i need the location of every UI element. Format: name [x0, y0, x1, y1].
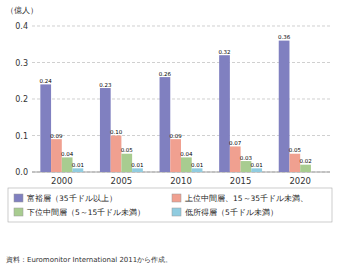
legend: 富裕層（35千ドル以上） 上位中間層、15～35千ドル未満、下位中間層（5～15千…	[8, 188, 332, 222]
bar	[192, 168, 203, 172]
bar	[251, 168, 262, 172]
data-label: 0.01	[191, 162, 203, 168]
legend-label: 低所得層（5千ドル未満）	[185, 208, 278, 217]
bar	[40, 84, 51, 172]
legend-frame	[8, 188, 332, 222]
x-tick-label: 2000	[51, 176, 73, 186]
data-label: 0.23	[99, 82, 112, 88]
data-label: 0.05	[121, 147, 134, 153]
x-tick-label: 2015	[230, 176, 252, 186]
bar	[111, 136, 122, 173]
data-label: 0.07	[229, 140, 242, 146]
data-label: 0.03	[240, 155, 253, 161]
data-label: 0.04	[61, 151, 74, 157]
data-label: 0.24	[40, 78, 53, 84]
legend-label: 上位中間層、15～35千ドル未満、	[185, 194, 308, 203]
source-note: 資料：Euromonitor International 2011から作成。	[6, 256, 172, 264]
grid-line	[32, 26, 330, 27]
legend-swatch	[14, 194, 23, 202]
bar	[311, 172, 322, 173]
data-label: 0.10	[110, 129, 123, 135]
data-label: 0.02	[299, 158, 311, 164]
data-label: 0.36	[278, 34, 291, 40]
data-label: 0.05	[289, 147, 302, 153]
bar	[300, 165, 311, 172]
bar	[160, 77, 171, 172]
bars	[40, 41, 311, 172]
legend-swatch	[14, 208, 23, 216]
bar	[219, 55, 230, 172]
data-label: 0.09	[170, 133, 183, 139]
data-labels: 0.24 0.23 0.26 0.32 0.36 0.09 0.10 0.09 0.07 0.05…	[40, 34, 312, 168]
data-label: 0.01	[251, 162, 263, 168]
y-tick-label: 0.3	[15, 59, 28, 68]
data-label: 0.01	[72, 162, 84, 168]
bar	[73, 168, 84, 172]
x-tick-label: 2005	[111, 176, 133, 186]
y-tick-label: 0.2	[15, 95, 28, 104]
legend-swatch	[172, 194, 181, 202]
bar	[132, 168, 143, 172]
data-label: 0.32	[218, 49, 230, 55]
legend-label: 富裕層（35千ドル以上）	[27, 194, 117, 203]
data-label: 0.09	[50, 133, 63, 139]
chart: （億人）0.00.10.20.30.40.240.230.260.320.360…	[0, 0, 338, 268]
y-tick-label: 0.0	[15, 168, 28, 177]
x-tick-label: 2010	[170, 176, 192, 186]
data-label: 0.01	[131, 162, 143, 168]
legend-label: 下位中間層（5～15千ドル未満）	[27, 208, 145, 217]
x-tick-label: 2020	[289, 176, 311, 186]
data-label: 0.04	[180, 151, 193, 157]
legend-swatch	[172, 208, 181, 216]
y-tick-label: 0.1	[15, 132, 28, 141]
y-axis-label: （億人）	[6, 6, 38, 15]
y-tick-label: 0.4	[15, 22, 28, 31]
data-label: 0.26	[159, 71, 172, 77]
